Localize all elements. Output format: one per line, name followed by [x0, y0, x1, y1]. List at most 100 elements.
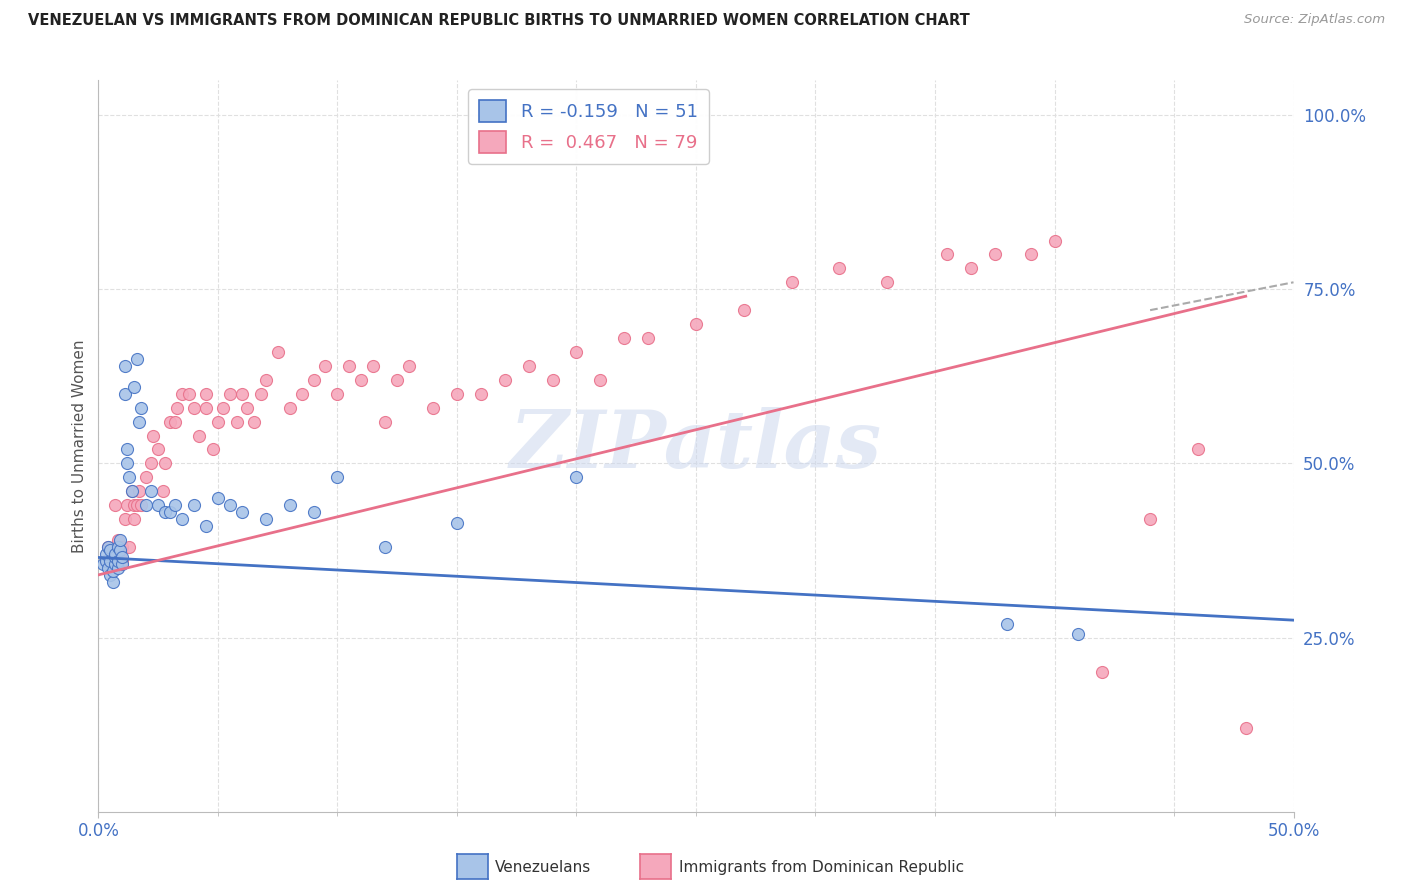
- Point: [422, 401, 444, 415]
- Point: [194, 386, 218, 401]
- Point: [97, 540, 120, 554]
- Point: [187, 428, 209, 442]
- Point: [207, 491, 229, 506]
- Text: Venezuelans: Venezuelans: [495, 860, 591, 874]
- Point: [163, 415, 186, 429]
- Point: [315, 359, 337, 373]
- Point: [541, 373, 564, 387]
- Point: [111, 550, 134, 565]
- Point: [385, 373, 409, 387]
- Point: [1043, 234, 1066, 248]
- Point: [91, 558, 114, 572]
- Point: [194, 401, 218, 415]
- Point: [207, 415, 229, 429]
- Point: [876, 275, 898, 289]
- Point: [121, 484, 143, 499]
- Point: [163, 498, 186, 512]
- Point: [107, 561, 129, 575]
- Point: [115, 457, 138, 471]
- Point: [104, 550, 127, 565]
- Point: [936, 247, 959, 261]
- Point: [350, 373, 373, 387]
- Y-axis label: Births to Unmarried Women: Births to Unmarried Women: [72, 339, 87, 553]
- Point: [159, 415, 181, 429]
- Point: [494, 373, 516, 387]
- Point: [959, 261, 981, 276]
- Point: [139, 484, 162, 499]
- Text: ZIPatlas: ZIPatlas: [510, 408, 882, 484]
- Point: [685, 317, 707, 331]
- Point: [101, 550, 124, 565]
- Point: [363, 359, 385, 373]
- Point: [124, 512, 146, 526]
- Point: [104, 547, 127, 561]
- Point: [142, 428, 165, 442]
- Point: [98, 561, 122, 575]
- Point: [1234, 721, 1257, 735]
- Point: [135, 470, 157, 484]
- Point: [94, 554, 117, 568]
- Point: [733, 303, 755, 318]
- Point: [995, 616, 1018, 631]
- Point: [108, 547, 131, 561]
- Point: [1091, 665, 1114, 680]
- Point: [94, 547, 117, 561]
- Point: [107, 554, 129, 568]
- Point: [124, 380, 146, 394]
- Point: [166, 401, 188, 415]
- Point: [202, 442, 225, 457]
- Point: [107, 540, 129, 554]
- Point: [984, 247, 1007, 261]
- Point: [565, 345, 588, 359]
- Point: [517, 359, 540, 373]
- Point: [828, 261, 851, 276]
- Point: [231, 505, 253, 519]
- Point: [121, 484, 143, 499]
- Point: [291, 386, 314, 401]
- Point: [339, 359, 360, 373]
- Point: [135, 498, 157, 512]
- Point: [97, 540, 120, 554]
- Point: [211, 401, 233, 415]
- Point: [219, 386, 242, 401]
- Point: [98, 554, 122, 568]
- Point: [1019, 247, 1042, 261]
- Point: [179, 386, 201, 401]
- Point: [183, 401, 205, 415]
- Point: [155, 505, 177, 519]
- Point: [194, 519, 218, 533]
- Point: [101, 574, 124, 589]
- Point: [267, 345, 290, 359]
- Point: [470, 386, 492, 401]
- Point: [254, 373, 277, 387]
- Point: [235, 401, 257, 415]
- Point: [114, 512, 136, 526]
- Point: [111, 540, 134, 554]
- Point: [637, 331, 659, 345]
- Text: Source: ZipAtlas.com: Source: ZipAtlas.com: [1244, 13, 1385, 27]
- Point: [94, 554, 117, 568]
- Point: [374, 415, 396, 429]
- Point: [131, 401, 153, 415]
- Point: [128, 484, 150, 499]
- Text: Immigrants from Dominican Republic: Immigrants from Dominican Republic: [679, 860, 965, 874]
- Point: [148, 442, 170, 457]
- Point: [613, 331, 636, 345]
- Point: [97, 561, 120, 575]
- Point: [565, 470, 588, 484]
- Point: [1067, 627, 1090, 641]
- Point: [131, 498, 153, 512]
- Point: [111, 558, 134, 572]
- Point: [115, 442, 138, 457]
- Point: [98, 567, 122, 582]
- Point: [446, 516, 468, 530]
- Point: [152, 484, 174, 499]
- Point: [111, 554, 134, 568]
- Point: [108, 533, 131, 547]
- Point: [124, 498, 146, 512]
- Point: [128, 415, 150, 429]
- Point: [98, 543, 122, 558]
- Point: [107, 533, 129, 547]
- Point: [374, 540, 396, 554]
- Point: [115, 498, 138, 512]
